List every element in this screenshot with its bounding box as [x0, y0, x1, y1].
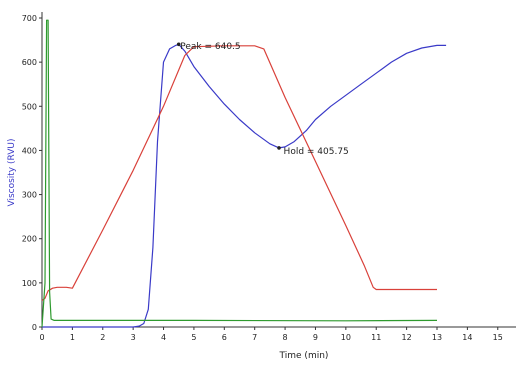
x-tick-label: 9 — [313, 333, 318, 342]
y-tick-label: 100 — [22, 279, 37, 288]
y-tick-label: 400 — [22, 146, 37, 155]
x-tick-label: 14 — [462, 333, 472, 342]
x-tick-label: 8 — [283, 333, 288, 342]
x-tick-label: 3 — [131, 333, 136, 342]
x-tick-label: 4 — [161, 333, 166, 342]
x-tick-label: 5 — [191, 333, 196, 342]
x-tick-label: 10 — [341, 333, 351, 342]
annotation-marker — [277, 146, 281, 150]
annotation-label: Peak = 640.5 — [180, 42, 240, 52]
x-tick-label: 11 — [371, 333, 381, 342]
y-tick-label: 600 — [22, 58, 37, 67]
x-tick-label: 0 — [39, 333, 44, 342]
y-axis-title: Viscosity (RVU) — [7, 138, 17, 206]
x-tick-label: 12 — [402, 333, 412, 342]
y-tick-label: 700 — [22, 14, 37, 23]
series-line-viscosity — [42, 43, 447, 328]
x-tick-label: 2 — [100, 333, 105, 342]
annotation-marker — [176, 42, 181, 47]
x-axis-title: Time (min) — [279, 351, 329, 361]
series-line-speed — [41, 19, 438, 328]
chart-axes: 0 1 2 3 4 5 6 7 8 9 10 11 12 13 14 15010020030040050060… — [22, 12, 516, 342]
x-tick-label: 7 — [252, 333, 257, 342]
y-tick-label: 500 — [22, 102, 37, 111]
y-tick-label: 0 — [32, 323, 37, 332]
x-tick-label: 1 — [70, 333, 75, 342]
annotation-label: Hold = 405.75 — [284, 147, 349, 157]
chart-series — [41, 19, 447, 328]
chart-annotations: Peak = 640.5 Hold = 405.75 — [176, 42, 349, 157]
x-tick-label: 6 — [222, 333, 227, 342]
y-tick-label: 200 — [22, 235, 37, 244]
x-tick-label: 15 — [493, 333, 503, 342]
y-tick-label: 300 — [22, 191, 37, 200]
x-tick-label: 13 — [432, 333, 442, 342]
series-line-temperature — [41, 45, 437, 301]
